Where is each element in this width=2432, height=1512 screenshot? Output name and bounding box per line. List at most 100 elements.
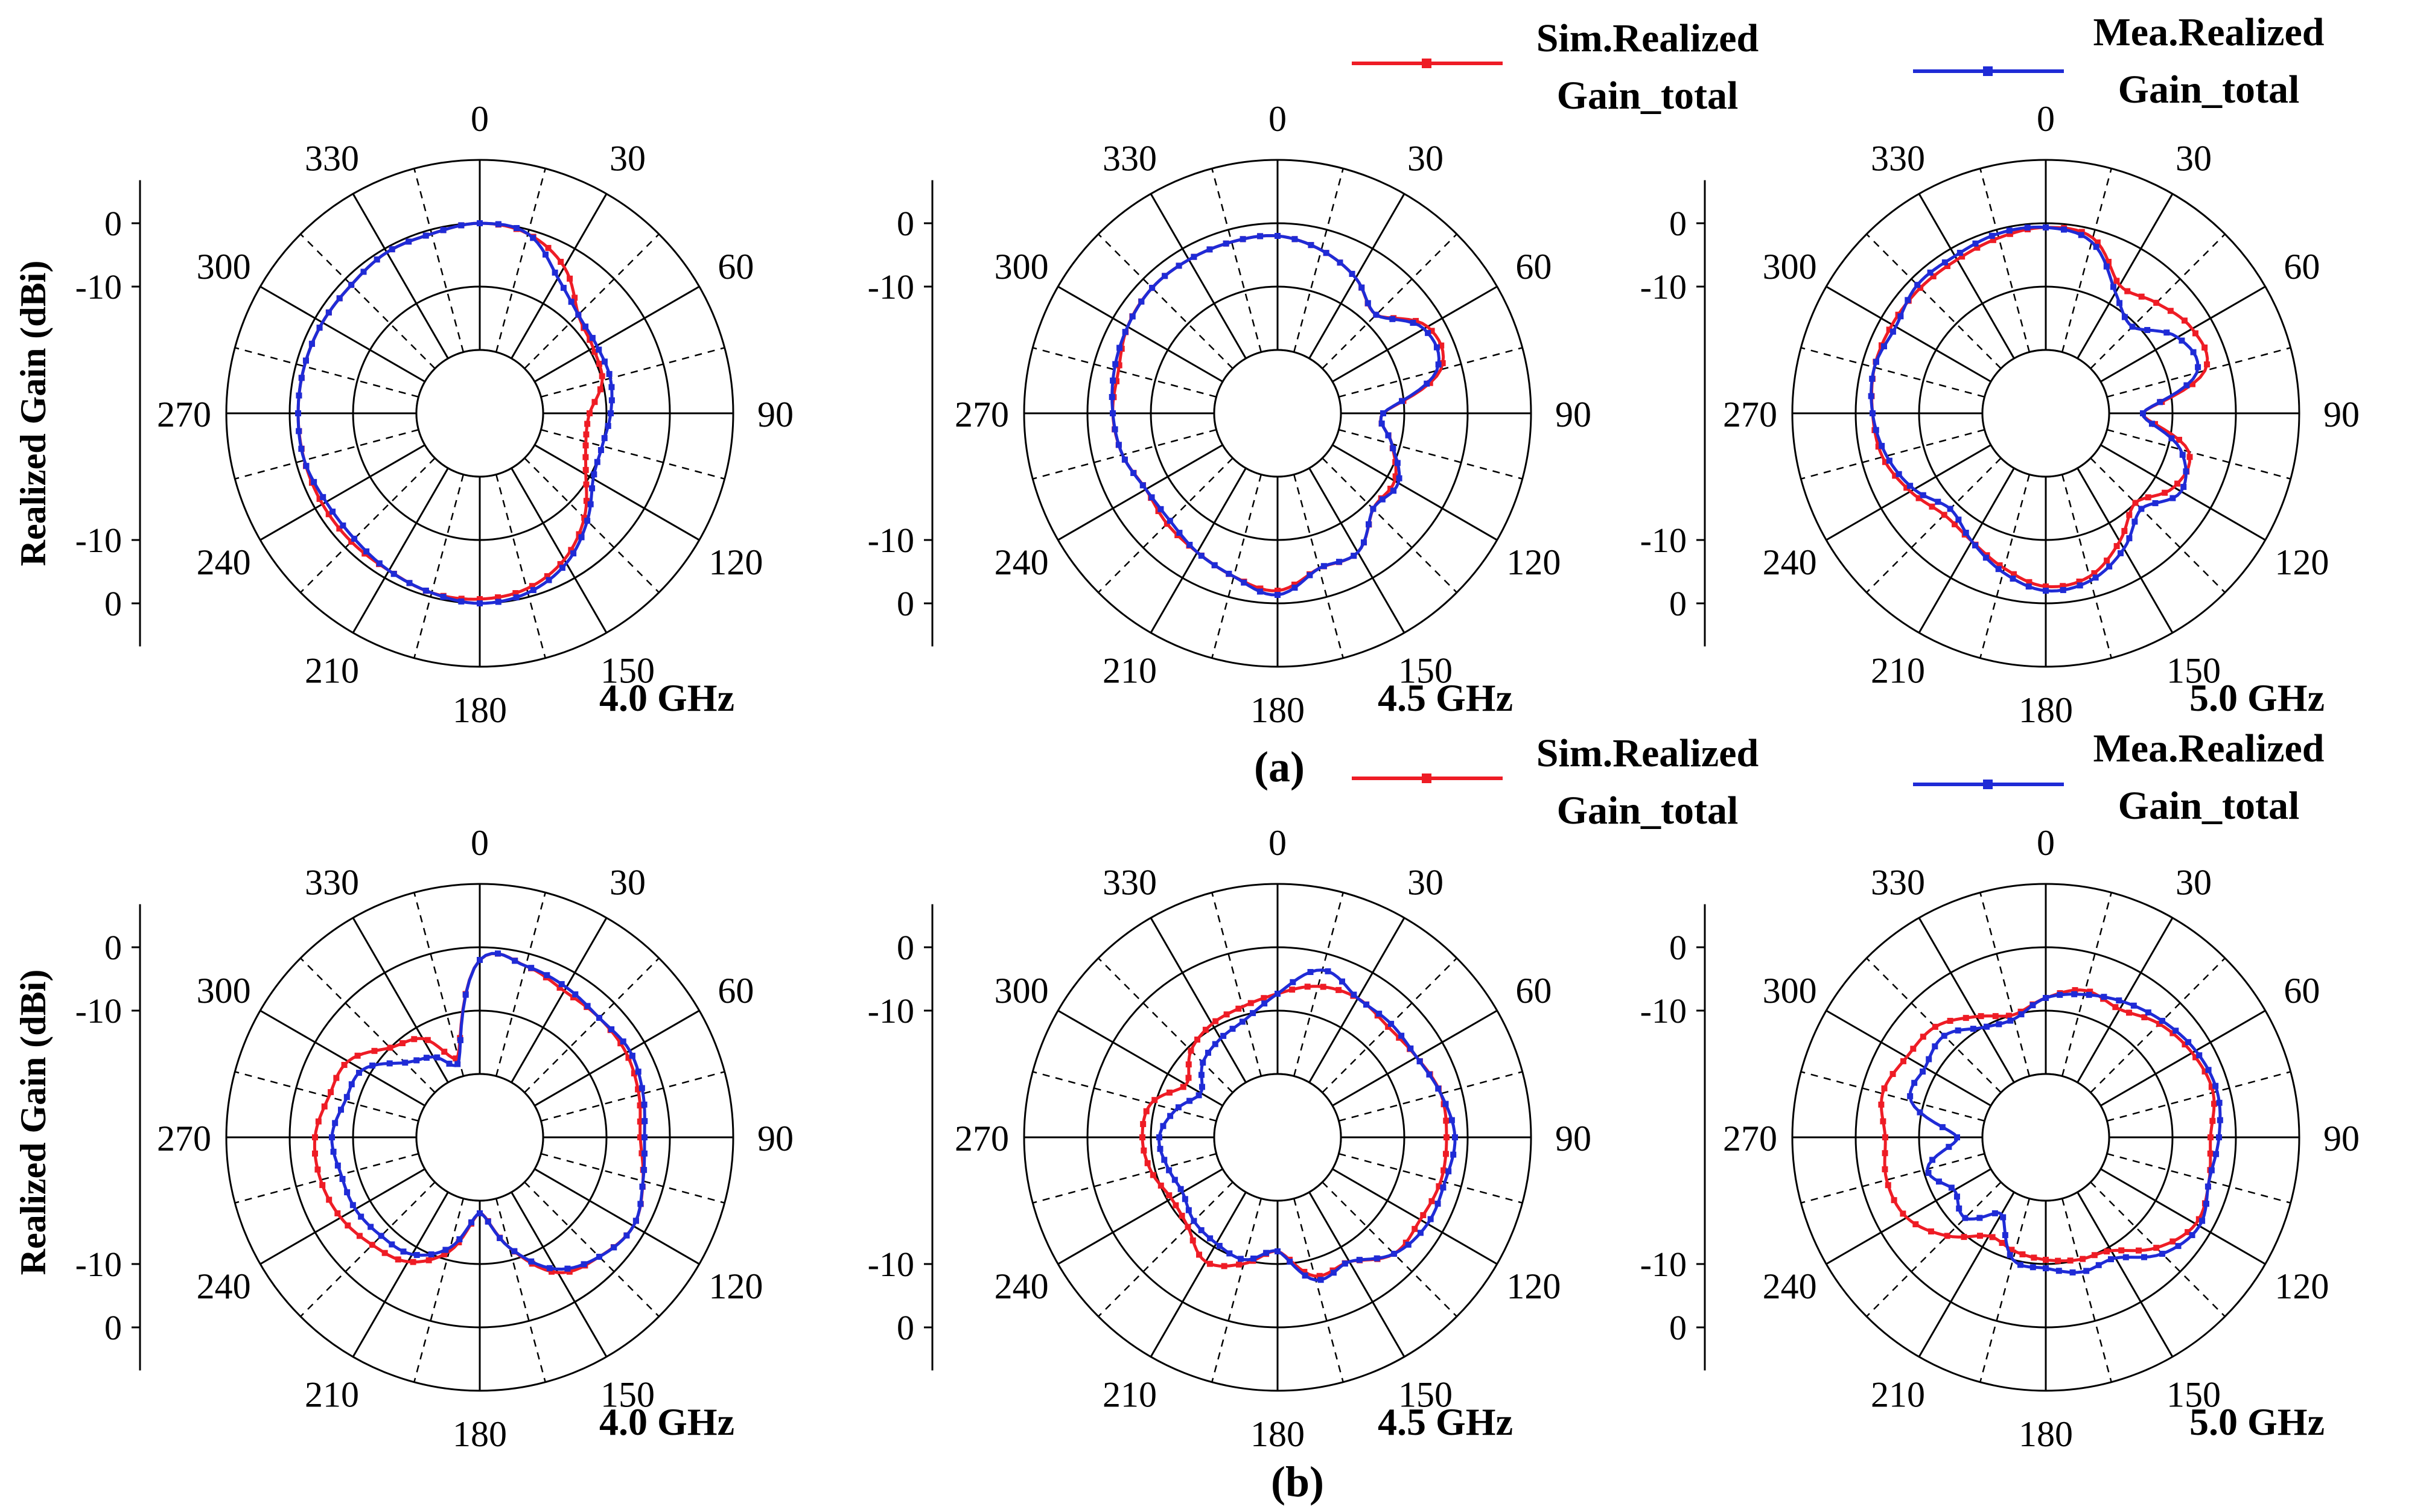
mea-data-marker [2117, 550, 2124, 556]
sim-data-marker [369, 1242, 375, 1248]
angle-tick-label: 300 [197, 971, 251, 1011]
grid-spoke-minor [2107, 428, 2291, 480]
mea-data-marker [1917, 1109, 1923, 1116]
mea-data-marker [1398, 1032, 1405, 1039]
mea-data-marker [1879, 443, 1885, 449]
grid-spoke-major [259, 285, 425, 383]
mea-data-marker [2071, 991, 2078, 997]
radial-tick-label: 0 [897, 204, 914, 243]
mea-data-marker [1240, 236, 1246, 243]
mea-data-marker [587, 501, 594, 507]
angle-tick-label: 300 [197, 247, 251, 287]
mea-data-marker [1166, 1167, 1173, 1174]
grid-spoke-major [534, 285, 700, 383]
angle-tick-label: 120 [2274, 542, 2329, 582]
mea-data-marker [1351, 553, 1357, 559]
mea-data-marker [1198, 1072, 1205, 1078]
mea-data-marker [2002, 1232, 2008, 1239]
mea-data-marker [468, 1219, 475, 1225]
sim-data-marker [2067, 1257, 2074, 1264]
mea-data-marker [1873, 427, 1879, 433]
frequency-label: 4.5 GHz [1378, 1400, 1513, 1443]
mea-data-marker [2006, 227, 2013, 234]
mea-data-marker [1363, 1002, 1369, 1008]
mea-data-marker [1175, 1104, 1182, 1111]
mea-data-marker [1426, 1071, 1433, 1078]
mea-data-marker [2007, 1252, 2013, 1259]
mea-data-marker [2086, 991, 2092, 998]
sim-data-marker [354, 1052, 361, 1059]
sim-data-marker [596, 360, 603, 367]
mea-data-marker [1405, 1241, 1412, 1248]
mea-data-marker [2126, 535, 2133, 542]
sim-data-marker [2186, 454, 2193, 460]
mea-data-marker [458, 598, 465, 605]
sim-data-marker [336, 525, 343, 532]
mea-data-marker [2122, 1254, 2129, 1260]
grid-spoke-major [352, 468, 449, 634]
sim-data-marker [566, 1268, 573, 1275]
mea-data-marker [2203, 1201, 2209, 1207]
mea-data-marker [1379, 496, 1386, 503]
angle-tick-label: 120 [1506, 1266, 1561, 1306]
mea-data-marker [2010, 576, 2016, 582]
mea-data-marker [2169, 495, 2176, 501]
grid-spoke-minor [1293, 1198, 1344, 1383]
sim-data-marker [2207, 1150, 2214, 1157]
mea-data-marker [1907, 1093, 1914, 1099]
grid-spoke-minor [2061, 168, 2112, 352]
sim-data-marker [1974, 244, 1981, 251]
sim-data-marker [441, 1049, 448, 1055]
sim-data-marker [477, 596, 483, 602]
sim-data-marker [582, 466, 589, 473]
grid-spoke-minor [524, 1181, 660, 1317]
mea-data-marker [1275, 1248, 1281, 1254]
sim-data-marker [1976, 1233, 1983, 1239]
mea-data-marker [2183, 382, 2190, 389]
sim-data-marker [558, 258, 564, 265]
mea-data-marker [2043, 588, 2049, 594]
mea-data-marker [2007, 1017, 2014, 1024]
mea-data-marker [1869, 375, 1876, 382]
angle-tick-label: 90 [757, 395, 794, 434]
mea-data-marker [1988, 232, 1995, 239]
mea-data-marker [1291, 585, 1298, 591]
mea-data-marker [329, 1134, 335, 1140]
grid-spoke-minor [524, 457, 660, 593]
grid-spoke-minor [495, 474, 546, 659]
mea-data-marker [2180, 483, 2187, 490]
mea-data-marker [1929, 1157, 1936, 1163]
mea-data-marker [1435, 1085, 1442, 1092]
angle-tick-label: 330 [305, 863, 359, 903]
angle-tick-label: 60 [718, 247, 754, 287]
grid-spoke-major [1826, 285, 1991, 383]
y-axis-title-row-a: Realized Gain (dBi) [13, 261, 53, 567]
mea-data-marker [386, 1060, 393, 1067]
sim-data-marker [1144, 1160, 1151, 1166]
polar-chart-b-40: 0 30 60 90 120 150 180 210 240 270 300 330 0 -10 -10 0 4… [75, 823, 794, 1454]
sim-data-marker [1932, 1023, 1938, 1030]
mea-data-marker [298, 445, 305, 452]
sim-data-marker [1891, 1197, 1897, 1204]
grid-spoke-minor [234, 1071, 419, 1122]
mea-data-marker [596, 1253, 602, 1260]
grid-spoke-minor [1339, 347, 1523, 398]
sim-data-marker [2113, 543, 2120, 550]
sim-data-marker [334, 1210, 341, 1216]
mea-data-marker [339, 1176, 346, 1183]
mea-data-marker [1307, 969, 1314, 976]
mea-data-marker [2069, 1269, 2076, 1275]
mea-data-marker [1914, 282, 1921, 288]
radial-tick-label: -10 [868, 521, 914, 560]
sim-data-marker [1440, 1167, 1447, 1174]
sim-data-marker [1291, 581, 1297, 588]
mea-data-marker [1380, 410, 1386, 416]
sim-data-marker [2195, 1216, 2202, 1222]
sim-data-marker [1444, 1134, 1450, 1140]
mea-data-marker [1896, 471, 1902, 477]
grid-spoke-minor [524, 958, 660, 1093]
mea-data-marker [1356, 1257, 1363, 1263]
mea-data-marker [1374, 1255, 1380, 1262]
mea-data-marker [1250, 1255, 1257, 1262]
sim-data-marker [2169, 1030, 2176, 1037]
